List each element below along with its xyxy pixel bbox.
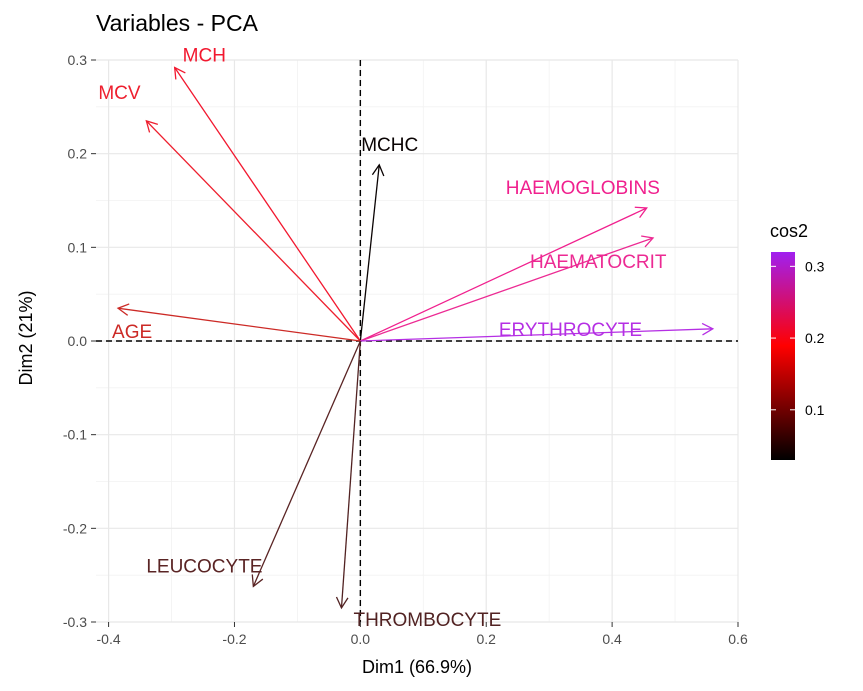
- label-mch: MCH: [183, 45, 226, 66]
- x-tick-label: 0.4: [602, 631, 622, 647]
- arrowhead-age: [116, 303, 130, 316]
- arrow-leucocyte: [252, 340, 361, 587]
- arrowhead-leucocyte: [251, 574, 264, 588]
- x-axis-title: Dim1 (66.9%): [362, 657, 472, 677]
- label-leucocyte: LEUCOCYTE: [146, 556, 262, 577]
- label-erythrocyte: ERYTHROCYTE: [499, 320, 642, 341]
- color-legend: cos2 0.1 0.2 0.3: [770, 221, 825, 460]
- legend-colorbar: [771, 252, 795, 460]
- label-age: AGE: [112, 322, 152, 343]
- axis-ticks: -0.4 -0.2 0.0 0.2 0.4 0.6 -0.3 -0.2 -0.1 0.0 0.1 0.…: [63, 52, 748, 647]
- y-tick-label: 0.3: [68, 52, 88, 68]
- x-tick-label: -0.2: [222, 631, 246, 647]
- x-tick-label: 0.6: [728, 631, 748, 647]
- legend-title: cos2: [770, 221, 808, 241]
- arrowhead-mchc: [371, 163, 385, 177]
- legend-tick-label: 0.3: [805, 258, 825, 274]
- arrow-erythrocyte: [360, 328, 713, 342]
- arrow-thrombocyte: [340, 340, 362, 608]
- x-tick-label: 0.2: [477, 631, 497, 647]
- label-thrombocyte: THROMBOCYTE: [353, 610, 501, 631]
- arrow-haemoglobins: [360, 207, 648, 342]
- arrow-mcv: [145, 120, 361, 342]
- arrowhead-mch: [173, 66, 186, 80]
- y-tick-label: -0.2: [63, 520, 87, 536]
- variable-arrows: [116, 66, 715, 610]
- label-mcv: MCV: [98, 83, 141, 104]
- arrow-age: [117, 307, 361, 342]
- y-tick-label: -0.3: [63, 614, 87, 630]
- chart-title: Variables - PCA: [96, 10, 259, 36]
- x-tick-label: 0.0: [351, 631, 371, 647]
- arrow-mch: [174, 67, 361, 342]
- y-tick-label: 0.1: [68, 239, 88, 255]
- y-tick-label: 0.2: [68, 146, 88, 162]
- arrowhead-thrombocyte: [335, 596, 349, 610]
- arrow-haematocrit: [360, 237, 654, 342]
- arrowhead-haematocrit: [641, 235, 655, 248]
- y-tick-label: 0.0: [68, 333, 88, 349]
- label-haematocrit: HAEMATOCRIT: [530, 252, 667, 273]
- label-haemoglobins: HAEMOGLOBINS: [506, 178, 660, 199]
- y-axis-title: Dim2 (21%): [16, 290, 36, 385]
- x-tick-label: -0.4: [97, 631, 121, 647]
- variable-labels: MCH MCV MCHC HAEMOGLOBINS HAEMATOCRIT AGE ERYT…: [98, 45, 667, 630]
- arrowhead-mcv: [145, 119, 159, 133]
- legend-tick-label: 0.2: [805, 330, 825, 346]
- arrowhead-haemoglobins: [634, 206, 648, 219]
- legend-tick-label: 0.1: [805, 402, 825, 418]
- arrow-mchc: [359, 164, 380, 342]
- y-tick-label: -0.1: [63, 427, 87, 443]
- arrowhead-erythrocyte: [701, 322, 715, 336]
- label-mchc: MCHC: [361, 135, 418, 156]
